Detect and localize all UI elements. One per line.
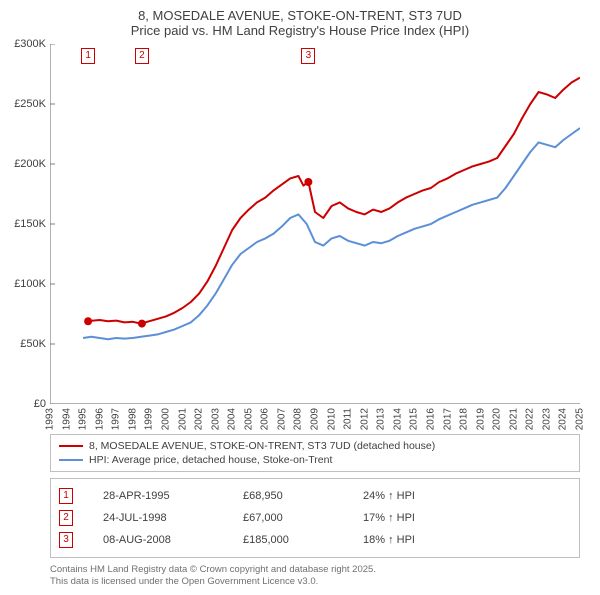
sale-marker-2: 2 — [135, 48, 149, 64]
x-tick-label: 2012 — [359, 408, 370, 430]
chart-plot-area: £0£50K£100K£150K£200K£250K£300K 19931994… — [50, 44, 580, 404]
sale-price: £67,000 — [243, 512, 363, 524]
sale-marker-3: 3 — [301, 48, 315, 64]
sale-relative-hpi: 18% ↑ HPI — [363, 534, 571, 546]
x-tick-label: 2008 — [293, 408, 304, 430]
sale-relative-hpi: 24% ↑ HPI — [363, 490, 571, 502]
y-tick-label: £250K — [14, 98, 46, 110]
x-tick-label: 2005 — [243, 408, 254, 430]
chart-legend: 8, MOSEDALE AVENUE, STOKE-ON-TRENT, ST3 … — [50, 434, 580, 472]
footer-line-2: This data is licensed under the Open Gov… — [50, 576, 580, 588]
x-tick-label: 2013 — [376, 408, 387, 430]
x-tick-label: 2014 — [392, 408, 403, 430]
x-tick-label: 2003 — [210, 408, 221, 430]
x-tick-label: 2023 — [541, 408, 552, 430]
x-tick-label: 2001 — [177, 408, 188, 430]
x-tick-label: 1993 — [45, 408, 56, 430]
legend-swatch — [59, 459, 83, 461]
x-tick-label: 1995 — [78, 408, 89, 430]
sale-row-marker: 3 — [59, 532, 73, 548]
y-tick-label: £200K — [14, 158, 46, 170]
y-tick-label: £300K — [14, 38, 46, 50]
x-tick-label: 1994 — [61, 408, 72, 430]
footer-line-1: Contains HM Land Registry data © Crown c… — [50, 564, 580, 576]
title-subtitle: Price paid vs. HM Land Registry's House … — [10, 23, 590, 38]
line-chart-svg — [50, 44, 580, 404]
sales-table: 1 28-APR-1995£68,95024% ↑ HPI 2 24-JUL-1998… — [50, 478, 580, 558]
y-tick-label: £50K — [20, 338, 46, 350]
x-tick-label: 1999 — [144, 408, 155, 430]
x-tick-label: 2024 — [558, 408, 569, 430]
legend-item: 8, MOSEDALE AVENUE, STOKE-ON-TRENT, ST3 … — [59, 439, 571, 453]
sale-date: 08-AUG-2008 — [103, 534, 243, 546]
sale-date: 28-APR-1995 — [103, 490, 243, 502]
sale-price: £68,950 — [243, 490, 363, 502]
y-axis-labels: £0£50K£100K£150K£200K£250K£300K — [10, 44, 48, 404]
chart-container: 8, MOSEDALE AVENUE, STOKE-ON-TRENT, ST3 … — [0, 0, 600, 595]
sale-marker-1: 1 — [81, 48, 95, 64]
sale-row: 1 28-APR-1995£68,95024% ↑ HPI — [59, 485, 571, 507]
x-tick-label: 2019 — [475, 408, 486, 430]
x-tick-label: 2021 — [508, 408, 519, 430]
sale-row: 2 24-JUL-1998£67,00017% ↑ HPI — [59, 507, 571, 529]
chart-titles: 8, MOSEDALE AVENUE, STOKE-ON-TRENT, ST3 … — [10, 8, 590, 38]
sale-row: 3 08-AUG-2008£185,00018% ↑ HPI — [59, 529, 571, 551]
x-tick-label: 2009 — [310, 408, 321, 430]
legend-label: 8, MOSEDALE AVENUE, STOKE-ON-TRENT, ST3 … — [89, 440, 435, 452]
x-tick-label: 1996 — [94, 408, 105, 430]
legend-label: HPI: Average price, detached house, Stok… — [89, 454, 332, 466]
x-tick-label: 2020 — [492, 408, 503, 430]
legend-swatch — [59, 445, 83, 447]
x-tick-label: 2004 — [227, 408, 238, 430]
x-tick-label: 2025 — [575, 408, 586, 430]
x-tick-label: 2022 — [525, 408, 536, 430]
x-tick-label: 1997 — [111, 408, 122, 430]
x-tick-label: 2000 — [160, 408, 171, 430]
x-tick-label: 1998 — [127, 408, 138, 430]
sale-row-marker: 2 — [59, 510, 73, 526]
x-tick-label: 2015 — [409, 408, 420, 430]
x-tick-label: 2017 — [442, 408, 453, 430]
x-tick-label: 2011 — [343, 408, 354, 430]
sale-relative-hpi: 17% ↑ HPI — [363, 512, 571, 524]
x-tick-label: 2006 — [260, 408, 271, 430]
sale-row-marker: 1 — [59, 488, 73, 504]
x-tick-label: 2010 — [326, 408, 337, 430]
sale-date: 24-JUL-1998 — [103, 512, 243, 524]
y-tick-label: £100K — [14, 278, 46, 290]
footer-attribution: Contains HM Land Registry data © Crown c… — [50, 564, 580, 589]
x-tick-label: 2002 — [194, 408, 205, 430]
x-tick-label: 2018 — [459, 408, 470, 430]
y-tick-label: £150K — [14, 218, 46, 230]
x-axis-labels: 1993199419951996199719981999200020012002… — [50, 404, 580, 434]
title-address: 8, MOSEDALE AVENUE, STOKE-ON-TRENT, ST3 … — [10, 8, 590, 23]
x-tick-label: 2007 — [276, 408, 287, 430]
legend-item: HPI: Average price, detached house, Stok… — [59, 453, 571, 467]
sale-price: £185,000 — [243, 534, 363, 546]
x-tick-label: 2016 — [425, 408, 436, 430]
